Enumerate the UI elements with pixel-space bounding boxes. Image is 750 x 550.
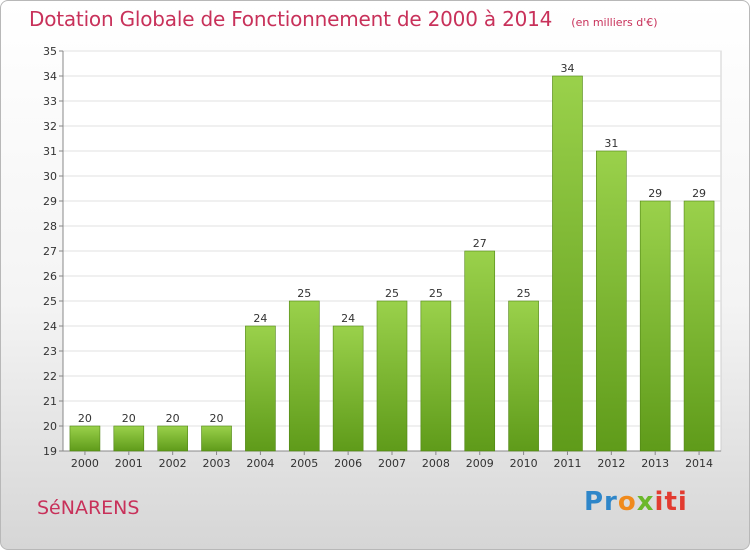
x-tick-label-2011: 2011: [553, 457, 581, 470]
x-tick-label-2007: 2007: [378, 457, 406, 470]
x-tick-label-2010: 2010: [510, 457, 538, 470]
data-label-2013: 29: [648, 187, 662, 200]
chart-title: Dotation Globale de Fonctionnement de 20…: [29, 7, 553, 31]
bar-2002: [157, 425, 188, 452]
y-tick-label: 35: [43, 45, 57, 58]
logo-part-1: Pr: [584, 487, 618, 517]
bar-2014: [683, 200, 715, 452]
bar-2006: [332, 325, 364, 452]
commune-name: SéNARENS: [37, 497, 140, 519]
y-tick-label: 27: [43, 245, 57, 258]
y-tick-label: 29: [43, 195, 57, 208]
y-tick-label: 19: [43, 445, 57, 458]
data-label-2000: 20: [78, 412, 92, 425]
data-label-2005: 25: [297, 287, 311, 300]
data-label-2003: 20: [210, 412, 224, 425]
data-label-2011: 34: [560, 62, 574, 75]
chart-subtitle: (en milliers d'€): [571, 16, 658, 29]
y-tick-label: 32: [43, 120, 57, 133]
bar-2000: [69, 425, 101, 452]
data-label-2010: 25: [517, 287, 531, 300]
y-tick-label: 22: [43, 370, 57, 383]
y-tick-label: 20: [43, 420, 57, 433]
y-tick-label: 31: [43, 145, 57, 158]
title-row: Dotation Globale de Fonctionnement de 20…: [29, 7, 658, 31]
data-label-2006: 24: [341, 312, 355, 325]
proxiti-logo[interactable]: Proxiti: [584, 487, 688, 517]
y-tick-label: 30: [43, 170, 57, 183]
y-tick-label: 33: [43, 95, 57, 108]
x-tick-label-2001: 2001: [115, 457, 143, 470]
y-tick-label: 23: [43, 345, 57, 358]
bar-2008: [420, 300, 452, 452]
x-tick-label-2003: 2003: [203, 457, 231, 470]
x-tick-label-2008: 2008: [422, 457, 450, 470]
bar-2007: [376, 300, 408, 452]
x-tick-label-2005: 2005: [290, 457, 318, 470]
x-tick-label-2014: 2014: [685, 457, 713, 470]
data-label-2009: 27: [473, 237, 487, 250]
data-label-2008: 25: [429, 287, 443, 300]
bar-2004: [245, 325, 276, 452]
data-label-2014: 29: [692, 187, 706, 200]
y-tick-label: 34: [43, 70, 57, 83]
x-tick-label-2013: 2013: [641, 457, 669, 470]
bar-2012: [596, 150, 627, 452]
bar-2011: [552, 75, 583, 452]
y-tick-label: 25: [43, 295, 57, 308]
bar-2013: [639, 200, 671, 452]
x-tick-label-2012: 2012: [597, 457, 625, 470]
y-tick-label: 24: [43, 320, 57, 333]
logo-part-2: o: [617, 487, 637, 517]
logo-part-4: iti: [654, 487, 688, 517]
bar-2010: [508, 300, 539, 452]
bar-2001: [113, 425, 145, 452]
x-tick-label-2000: 2000: [71, 457, 99, 470]
x-tick-label-2002: 2002: [159, 457, 187, 470]
y-tick-label: 26: [43, 270, 57, 283]
bar-2005: [288, 300, 320, 452]
data-label-2004: 24: [253, 312, 267, 325]
logo-part-3: x: [636, 487, 655, 517]
data-label-2002: 20: [166, 412, 180, 425]
y-tick-label: 21: [43, 395, 57, 408]
x-tick-label-2004: 2004: [246, 457, 274, 470]
x-tick-label-2006: 2006: [334, 457, 362, 470]
data-label-2007: 25: [385, 287, 399, 300]
y-tick-label: 28: [43, 220, 57, 233]
bar-2003: [201, 425, 232, 452]
data-label-2001: 20: [122, 412, 136, 425]
x-tick-label-2009: 2009: [466, 457, 494, 470]
data-label-2012: 31: [604, 137, 618, 150]
bar-2009: [464, 250, 496, 452]
